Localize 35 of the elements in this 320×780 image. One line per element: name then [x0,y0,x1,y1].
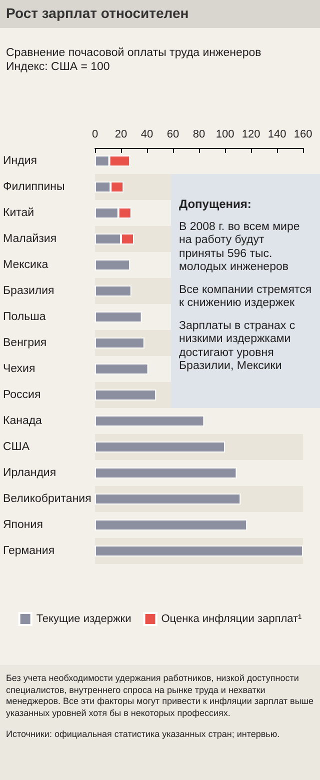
legend-label: Оценка инфляции зарплат¹ [161,613,302,625]
chart-subtitle: Сравнение почасовой оплаты труда инженеров Индекс: США = 100 [5,46,262,74]
y-tick-label: Россия [3,389,41,401]
y-tick-label: Польша [3,311,46,323]
x-tick-label: 20 [114,128,128,140]
annotation: В 2008 г. во всем мире на работу будут приняты 596 тыс. молодых инженеров [179,220,301,274]
x-tick-label: 0 [92,128,98,140]
y-tick-label: Венгрия [3,337,47,349]
annotation: Допущения: [179,197,252,212]
text: Источники: официальная статистика указанных стран; интервью. [6,729,281,740]
x-tick-label: 100 [216,128,234,140]
y-tick-label: Мексика [3,259,49,271]
x-tick-label: 40 [140,128,154,140]
y-tick-label: Индия [3,155,37,167]
y-tick-label: Великобритания [3,493,92,505]
x-tick-label: 120 [242,128,260,140]
y-tick-label: Япония [3,519,43,531]
y-tick-label: Чехия [3,363,36,375]
annotation: Все компании стремятся к снижению издержек [179,284,312,310]
x-tick-label: 140 [268,128,286,140]
y-tick-label: Филиппины [3,181,65,193]
y-tick-label: Германия [3,545,55,557]
x-tick-label: 80 [192,128,206,140]
text: Без учета необходимости удержания работников, низкой доступности специалистов, внутреннего спроса на рынке труда и нехватки менеджеров. Все эти факторы могут привести к инфляции зарплат выше указанных уровней хотя бы в некоторых профессиях. [6,673,314,719]
y-tick-label: Бразилия [3,285,54,297]
y-tick-label: Канада [3,415,43,427]
legend-label: Текущие издержки [36,613,132,625]
y-tick-label: Малайзия [3,233,57,245]
y-tick-label: Китай [3,207,34,219]
x-tick-label: 60 [166,128,180,140]
x-tick-label: 160 [294,128,312,140]
y-tick-label: США [3,441,30,453]
chart-title: Рост зарплат относителен [0,0,320,28]
annotation: Зарплаты в странах с низкими издержками достигают уровня Бразилии, Мексики [179,320,296,374]
y-tick-label: Ирландия [3,467,56,479]
